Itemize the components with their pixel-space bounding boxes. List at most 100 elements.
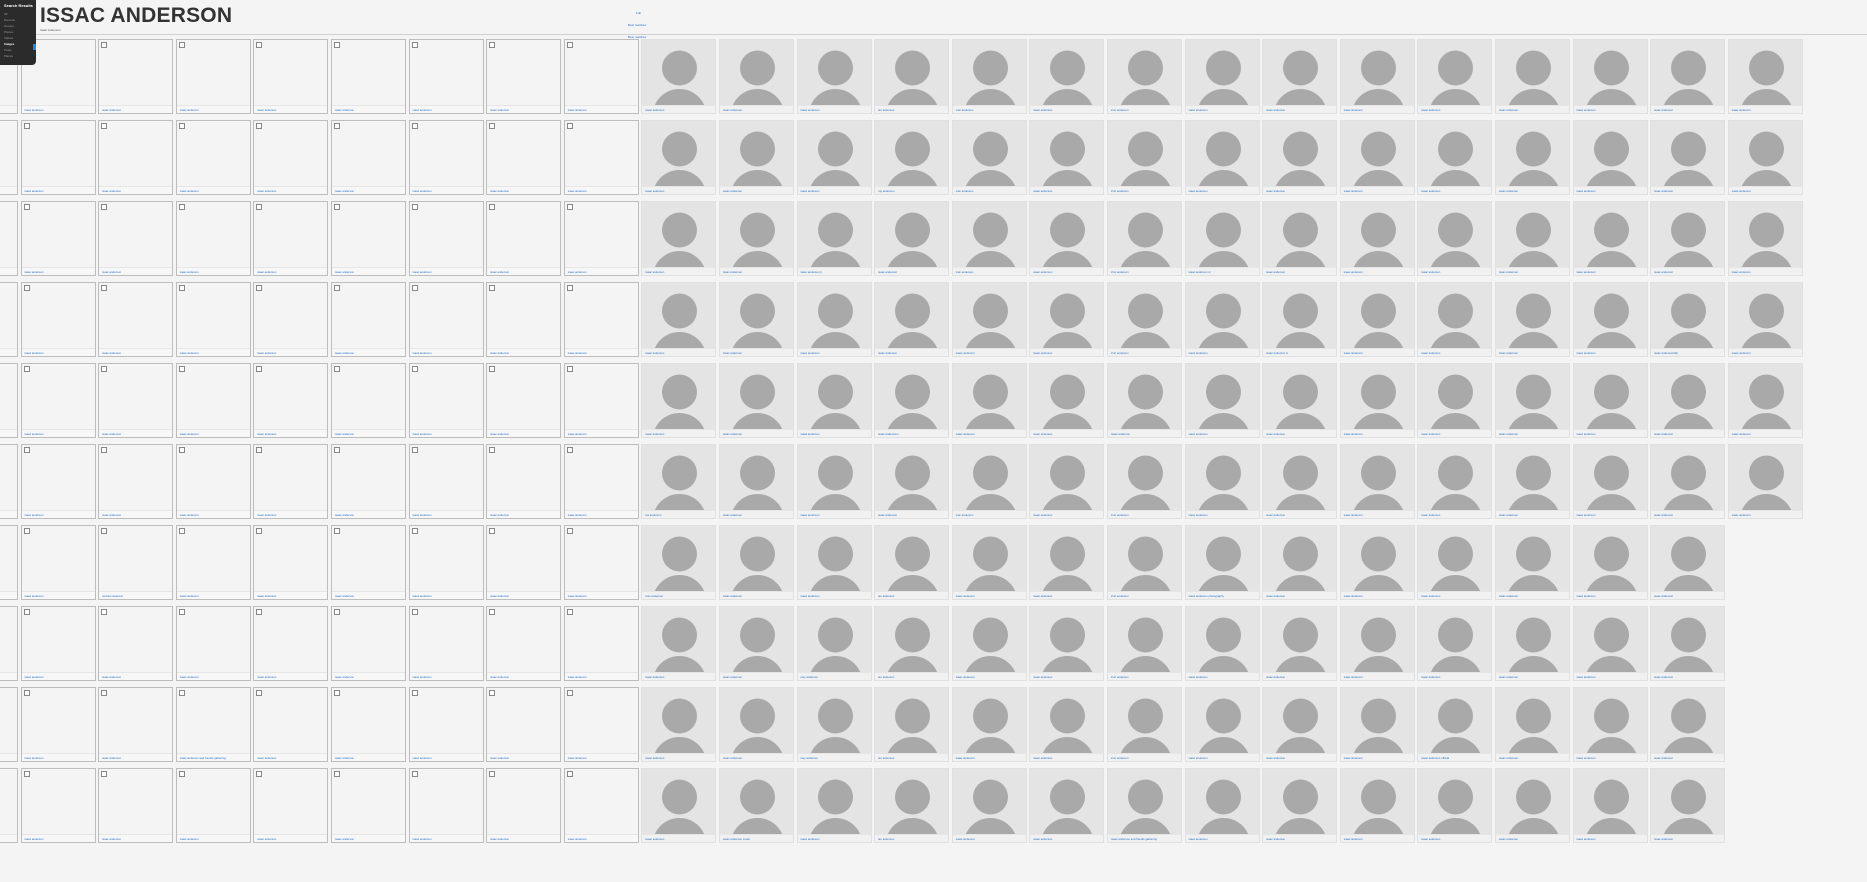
- result-name-link[interactable]: isaac anderson: [567, 513, 587, 517]
- result-card[interactable]: isaac anderson: [486, 120, 562, 195]
- result-name-link[interactable]: ian anderson: [878, 756, 895, 760]
- result-card[interactable]: isaac anderson: [1339, 606, 1415, 681]
- result-card[interactable]: isaac anderson: [1417, 363, 1493, 438]
- result-name-link[interactable]: isaac anderson jr: [800, 270, 822, 274]
- result-card[interactable]: isaac anderson and friends gathering: [1107, 768, 1182, 843]
- result-name-link[interactable]: isaac anderson: [800, 108, 820, 112]
- result-name-link[interactable]: irvin anderson: [1111, 189, 1129, 193]
- result-name-link[interactable]: irvin anderson: [1111, 270, 1129, 274]
- result-name-link[interactable]: isaac anderson: [257, 594, 277, 598]
- result-card[interactable]: isaac anderson: [0, 282, 18, 357]
- result-name-link[interactable]: isaac anderson: [490, 513, 510, 517]
- result-card[interactable]: isaac andersen: [1572, 201, 1648, 276]
- result-card[interactable]: isaac anderson: [98, 606, 174, 681]
- result-card[interactable]: isaac anderson: [408, 201, 484, 276]
- result-card[interactable]: ivan anderson: [641, 525, 717, 600]
- result-card[interactable]: isaac anderson music: [719, 768, 794, 843]
- result-name-link[interactable]: isaac anderson: [24, 675, 44, 679]
- result-card[interactable]: isaac anderson: [951, 606, 1027, 681]
- result-card[interactable]: isaac anderson: [1339, 444, 1415, 519]
- result-card[interactable]: ivan anderson: [951, 120, 1027, 195]
- header-link-best-matches-2[interactable]: Best matches: [628, 35, 647, 39]
- result-name-link[interactable]: isaac anderson: [102, 513, 122, 517]
- result-name-link[interactable]: isaac anderson: [1343, 108, 1363, 112]
- result-card[interactable]: ian anderson: [874, 39, 950, 114]
- result-card[interactable]: isaac anderson: [1495, 363, 1570, 438]
- result-name-link[interactable]: isaac anderson: [878, 513, 898, 517]
- result-card[interactable]: isaac anderson: [1029, 120, 1105, 195]
- result-card[interactable]: isaac anderson: [1727, 363, 1803, 438]
- result-name-link[interactable]: isaac anderson: [1421, 351, 1441, 355]
- result-name-link[interactable]: isaac anderson: [102, 756, 122, 760]
- result-card[interactable]: isaac anderson: [331, 525, 406, 600]
- result-name-link[interactable]: isaac anderson: [335, 756, 354, 760]
- result-name-link[interactable]: isaac anderson: [412, 108, 432, 112]
- result-name-link[interactable]: irvin anderson: [1111, 351, 1129, 355]
- result-name-link[interactable]: isaac anderson: [1266, 108, 1286, 112]
- result-name-link[interactable]: isaac anderson: [567, 189, 587, 193]
- result-card[interactable]: isaac anderson: [1339, 525, 1415, 600]
- result-card[interactable]: isaac anderson: [1495, 606, 1570, 681]
- result-card[interactable]: isaac anderson: [0, 768, 18, 843]
- result-card[interactable]: irvin anderson: [1107, 282, 1182, 357]
- result-card[interactable]: isaac anderson: [1495, 120, 1570, 195]
- result-card[interactable]: isaac anderson: [563, 687, 639, 762]
- result-card[interactable]: isaac anderson: [951, 282, 1027, 357]
- result-card[interactable]: isaac anderson: [563, 525, 639, 600]
- result-card[interactable]: isaac anderson: [1495, 282, 1570, 357]
- result-name-link[interactable]: isaac anderson: [1421, 189, 1441, 193]
- result-card[interactable]: isaac anderson: [20, 120, 96, 195]
- result-name-link[interactable]: ivan anderson: [955, 513, 974, 517]
- result-name-link[interactable]: isaac anderson sr: [1266, 351, 1289, 355]
- result-card[interactable]: isaac anderson: [641, 363, 717, 438]
- result-card[interactable]: isaac anderson: [1262, 363, 1338, 438]
- result-card[interactable]: isaac anderson: [0, 120, 18, 195]
- result-name-link[interactable]: isaac anderson: [335, 108, 354, 112]
- result-card[interactable]: isaac anderson: [331, 39, 406, 114]
- result-name-link[interactable]: isaac anderson: [1654, 189, 1674, 193]
- result-name-link[interactable]: isaac anderson: [645, 108, 665, 112]
- result-name-link[interactable]: isaac anderson: [490, 756, 510, 760]
- result-card[interactable]: ian anderson: [874, 768, 950, 843]
- result-name-link[interactable]: isaac anderson: [955, 594, 975, 598]
- result-card[interactable]: isaac anderson: [253, 39, 329, 114]
- result-name-link[interactable]: isaac anderson: [1033, 513, 1053, 517]
- result-name-link[interactable]: isaac anderson: [955, 675, 975, 679]
- result-name-link[interactable]: isaac anderson: [723, 270, 742, 274]
- result-name-link[interactable]: isaac anderson: [102, 270, 122, 274]
- result-name-link[interactable]: irvin anderson: [1111, 594, 1129, 598]
- result-card[interactable]: isaac anderson: [1495, 687, 1570, 762]
- result-card[interactable]: isaac anderson: [1339, 687, 1415, 762]
- result-name-link[interactable]: isaac anderson: [645, 270, 665, 274]
- result-name-link[interactable]: isaac anderson: [1654, 108, 1674, 112]
- result-card[interactable]: isaac anderson: [408, 606, 484, 681]
- result-card[interactable]: isaac anderson: [20, 444, 96, 519]
- result-card[interactable]: isaac anderson: [253, 687, 329, 762]
- result-name-link[interactable]: isaac anderson: [1188, 108, 1208, 112]
- result-card[interactable]: isaac anderson: [175, 39, 251, 114]
- result-card[interactable]: isaac anderson official: [1417, 687, 1493, 762]
- result-card[interactable]: isaac anderson: [1184, 363, 1260, 438]
- result-name-link[interactable]: isaac anderson: [412, 594, 432, 598]
- result-name-link[interactable]: irvin anderson: [1111, 756, 1129, 760]
- result-card[interactable]: isaac anderson: [253, 768, 329, 843]
- result-card[interactable]: isaac anderson: [1262, 525, 1338, 600]
- result-card[interactable]: isaac anderson: [253, 444, 329, 519]
- result-card[interactable]: irvin anderson: [1107, 525, 1182, 600]
- result-name-link[interactable]: isaac anderson: [1731, 513, 1751, 517]
- result-card[interactable]: isaac anderson: [1650, 687, 1726, 762]
- result-name-link[interactable]: isaac anderson: [567, 270, 587, 274]
- result-name-link[interactable]: isaac anderson: [1266, 270, 1286, 274]
- result-card[interactable]: isaac anderson: [0, 687, 18, 762]
- result-card[interactable]: isaac anderson: [98, 282, 174, 357]
- result-name-link[interactable]: isaac anderson: [1266, 756, 1286, 760]
- result-name-link[interactable]: isaac anderson: [335, 837, 354, 841]
- result-name-link[interactable]: isaac anderson: [645, 675, 665, 679]
- result-card[interactable]: isaac anderson: [1650, 525, 1726, 600]
- result-name-link[interactable]: isaac anderson: [24, 837, 44, 841]
- result-card[interactable]: isaac anderson: [796, 120, 872, 195]
- result-card[interactable]: isaac anderson: [1572, 606, 1648, 681]
- result-name-link[interactable]: isaac anderson: [567, 837, 587, 841]
- result-name-link[interactable]: isaac anderson: [257, 432, 277, 436]
- result-card[interactable]: isaac anderson: [1727, 282, 1803, 357]
